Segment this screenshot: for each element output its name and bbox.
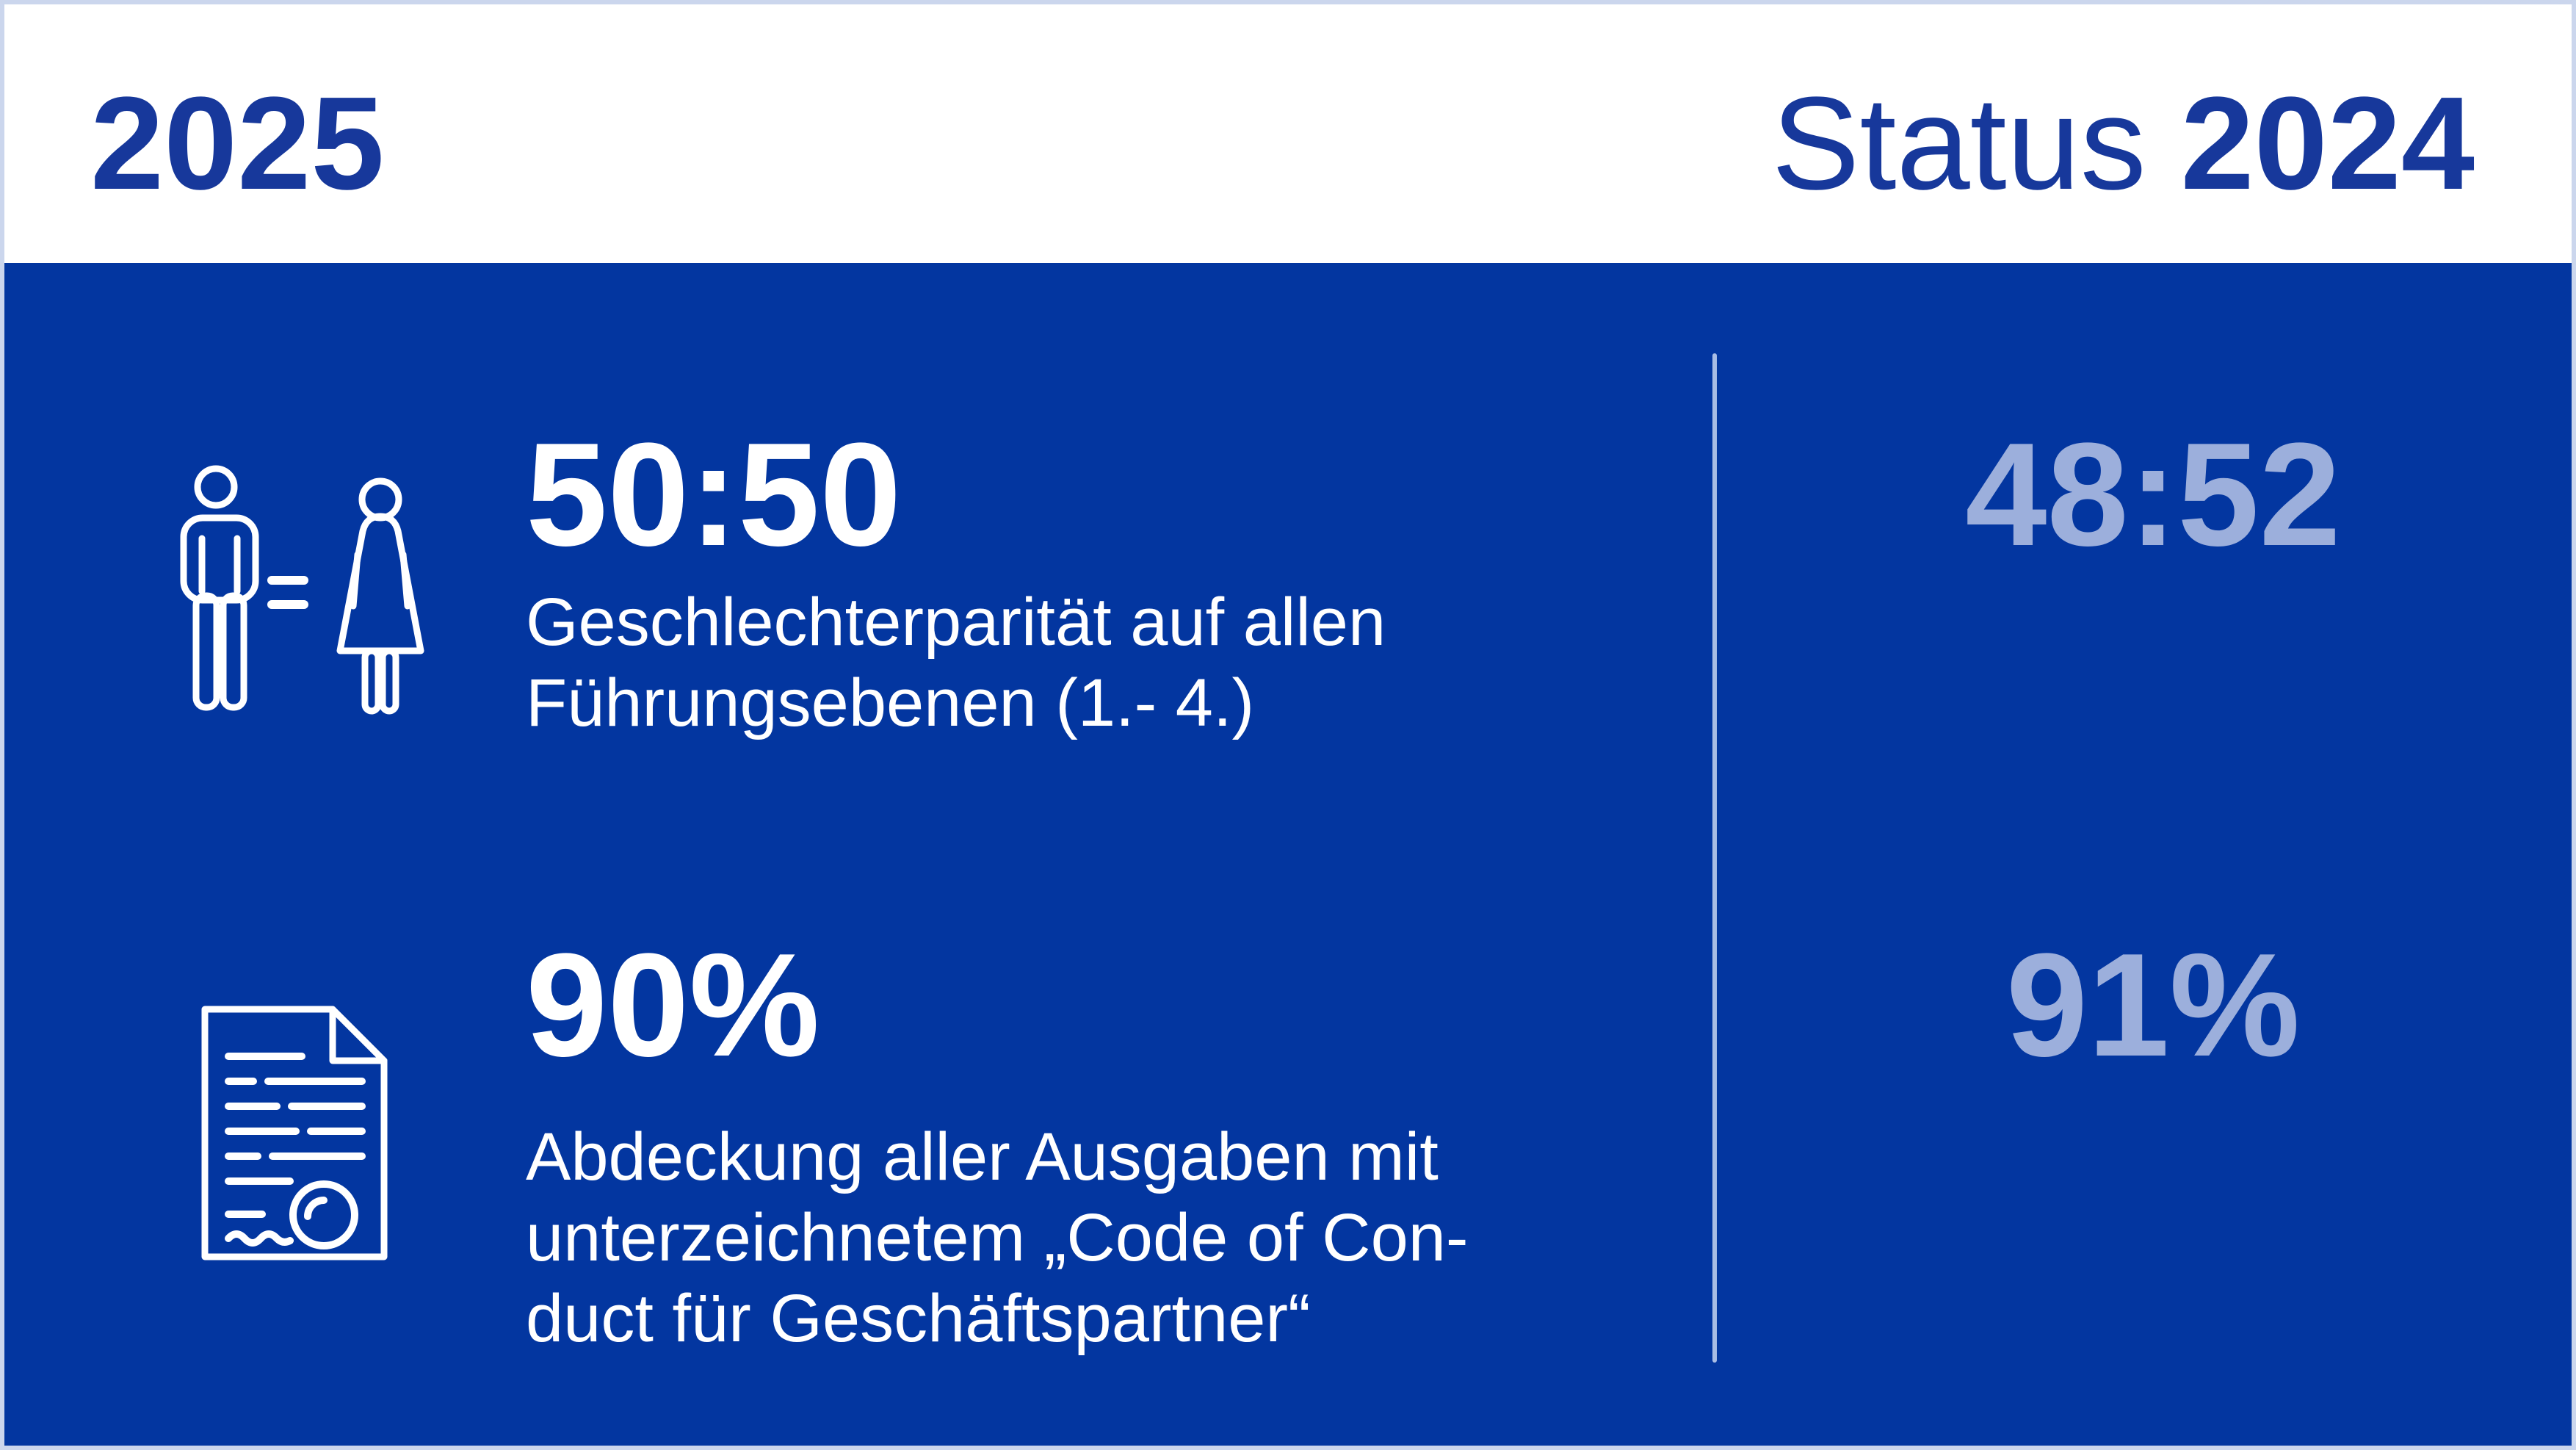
header-band: 2025 Status 2024: [4, 4, 2572, 263]
status-value: 91%: [2005, 923, 2301, 1087]
kpi-row-code-of-conduct: 90% Abdeckung aller Ausgaben mit unterze…: [526, 932, 1469, 1359]
status-year: 2024: [2180, 70, 2475, 217]
signed-document-icon: [201, 1006, 388, 1260]
kpi-row-gender: 50:50 Geschlechterparität auf allen Führ…: [526, 422, 1386, 743]
target-value: 50:50: [526, 413, 902, 577]
kpi-panel-background: [4, 263, 2572, 1446]
status-heading: Status 2024: [1771, 78, 2475, 210]
status-value: 48:52: [1965, 413, 2341, 577]
kpi-description: Geschlechterparität auf allen Führungseb…: [526, 582, 1386, 743]
target-value: 90%: [526, 923, 820, 1087]
gender-parity-icon: [180, 465, 424, 715]
target-year-heading: 2025: [90, 70, 385, 217]
column-divider: [1712, 353, 1717, 1363]
kpi-description-line: duct für Geschäftspartner“: [526, 1281, 1311, 1356]
kpi-description-line: Führungsebenen (1.- 4.): [526, 666, 1255, 740]
kpi-description-line: Geschlechterparität auf allen: [526, 585, 1386, 660]
kpi-description-line: Abdeckung aller Ausgaben mit: [526, 1119, 1439, 1194]
kpi-description: Abdeckung aller Ausgaben mit unterzeichn…: [526, 1117, 1469, 1359]
status-label: Status: [1771, 70, 2146, 217]
kpi-description-line: unterzeichnetem „Code of Con-: [526, 1200, 1469, 1275]
